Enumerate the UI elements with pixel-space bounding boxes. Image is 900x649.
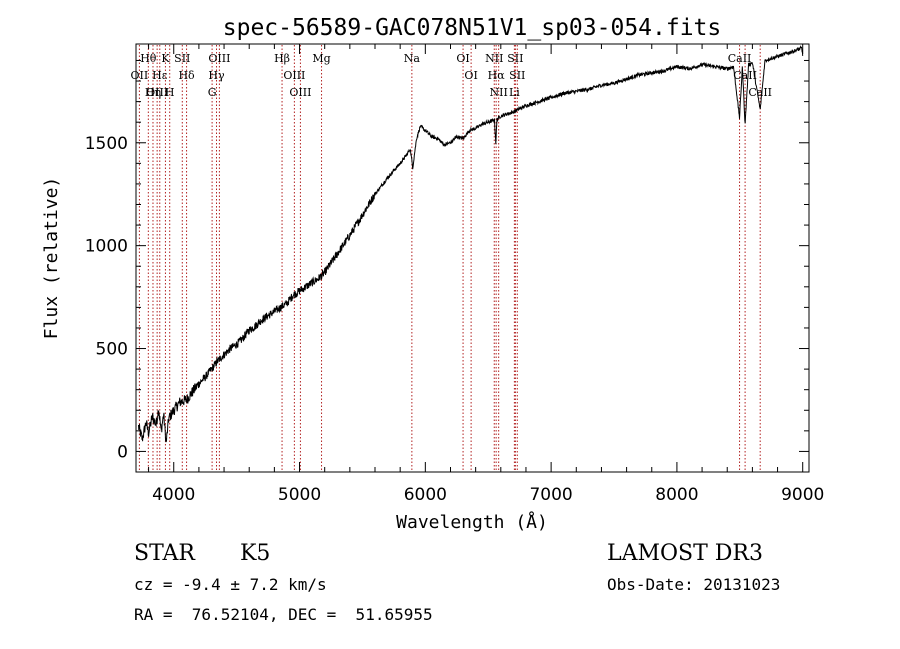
x-tick-label: 6000 xyxy=(404,485,447,505)
line-marker-label: CaII xyxy=(728,52,752,65)
x-tick-label: 5000 xyxy=(278,485,321,505)
line-marker-label: Hα xyxy=(488,69,506,82)
object-class: STAR xyxy=(134,541,196,566)
y-tick-label: 1500 xyxy=(85,134,128,154)
x-tick-label: 7000 xyxy=(529,485,572,505)
observation-date: Obs-Date: 20131023 xyxy=(607,575,780,594)
line-marker-label: Hθ xyxy=(140,52,157,65)
line-marker-label: SII xyxy=(174,52,190,65)
line-marker-label: Hγ xyxy=(208,69,225,82)
x-axis-label: Wavelength (Å) xyxy=(396,511,548,533)
line-marker-label: OIII xyxy=(283,69,305,82)
coordinates: RA = 76.52104, DEC = 51.65955 xyxy=(134,605,433,624)
plot-frame xyxy=(135,43,810,473)
line-marker-label: Hη xyxy=(145,86,161,99)
line-marker-label: OII xyxy=(131,69,149,82)
line-marker-label: CaII xyxy=(748,86,772,99)
line-marker-label: OI xyxy=(456,52,469,65)
line-marker-label: G xyxy=(208,86,217,99)
line-marker-label: SII xyxy=(507,52,523,65)
line-marker-label: NII xyxy=(490,86,508,99)
emission-line-labels: Hθ OII OIII Hε K Hη H SII Hδ OIII Hγ G Hβ OIII OIII Mg N… xyxy=(131,52,772,99)
emission-line-markers xyxy=(138,45,761,471)
survey-name: LAMOST DR3 xyxy=(607,541,763,566)
object-subclass: K5 xyxy=(240,541,270,566)
chart-title: spec-56589-GAC078N51V1_sp03-054.fits xyxy=(223,15,722,41)
line-marker-label: H xyxy=(165,86,175,99)
line-marker-label: Mg xyxy=(312,52,330,65)
line-marker-label: Hδ xyxy=(178,69,195,82)
line-marker-label: OIII xyxy=(208,52,230,65)
y-tick-label: 500 xyxy=(96,340,128,360)
spectrum-line xyxy=(138,45,804,443)
line-marker-label: CaII xyxy=(733,69,757,82)
spectrum-layer xyxy=(138,45,804,443)
line-marker-label: OI xyxy=(464,69,477,82)
line-marker-label: K xyxy=(161,52,170,65)
line-marker-label: Na xyxy=(404,52,421,65)
x-tick-label: 4000 xyxy=(152,485,195,505)
x-tick-label: 9000 xyxy=(781,485,824,505)
line-marker-label: Hβ xyxy=(274,52,290,65)
y-tick-label: 0 xyxy=(117,442,128,462)
line-marker-label: OIII xyxy=(146,86,168,99)
line-marker-label: Hε xyxy=(152,69,168,82)
y-axis: 0 500 1000 1500 xyxy=(85,59,809,473)
line-marker-label: Li xyxy=(509,86,520,99)
line-marker-label: OIII xyxy=(289,86,311,99)
line-marker-label: SII xyxy=(509,69,525,82)
line-marker-label: NII xyxy=(485,52,503,65)
x-tick-label: 8000 xyxy=(655,485,698,505)
y-tick-label: 1000 xyxy=(85,237,128,257)
y-axis-label: Flux (relative) xyxy=(41,177,62,340)
x-axis: 4000 5000 6000 7000 8000 9000 xyxy=(148,44,824,505)
redshift-cz: cz = -9.4 ± 7.2 km/s xyxy=(134,575,327,594)
